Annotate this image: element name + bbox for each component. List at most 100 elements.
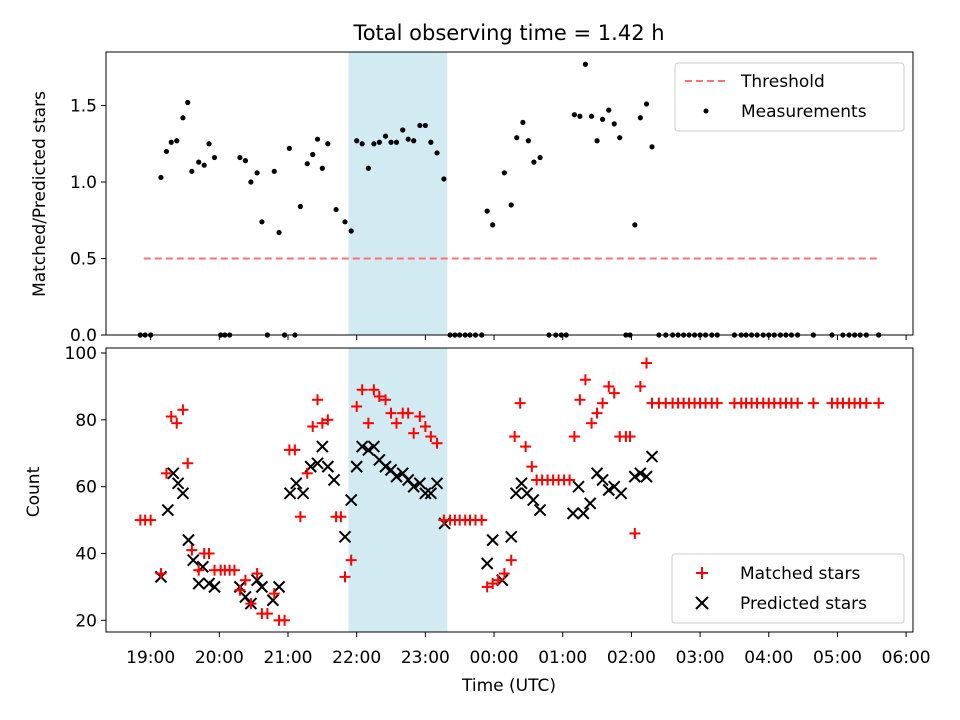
count-panel: 20 40 60 80 100 19:00 20:00 21:00 22:00 23:00 00:… [24,344,931,696]
matched-star-point [351,400,363,412]
matched-star-point [356,384,368,396]
matched-star-point [476,514,488,526]
predicted-star-point [526,493,540,507]
measurement-point [342,219,348,225]
measurement-point [325,141,331,147]
measurement-point [354,138,360,144]
matched-star-point [165,410,177,422]
predicted-star-point [321,460,335,473]
predicted-star-point [208,580,221,594]
matched-star-point [574,394,586,406]
legend-measurements-marker [703,108,709,114]
predicted-star-point [176,487,190,500]
measurement-point [588,113,595,119]
predicted-star-point [480,557,494,570]
measurement-point [514,135,520,141]
matched-star-point [520,441,532,453]
matched-star-point [591,407,603,419]
measurement-point [434,150,440,156]
measurement-point [382,133,389,139]
ratio-y-tick-label: 0.0 [70,326,97,346]
measurement-point [508,202,514,208]
predicted-star-point [171,477,185,490]
ratio-legend-box [674,62,905,132]
measurement-point [582,61,588,67]
matched-star-point [603,380,615,392]
measurement-point [304,161,310,167]
predicted-star-point [202,577,216,590]
chart-title: Total observing time = 1.42 h [352,21,664,45]
predicted-star-point [344,493,358,507]
measurement-point [441,176,447,182]
ratio-x-ticks [150,335,907,340]
measurement-point [649,144,655,150]
matched-star-point [145,514,157,526]
measurement-point [248,179,254,185]
measurement-point [393,139,400,145]
predicted-star-point [250,574,264,587]
time-x-axis-label: Time (UTC) [461,676,556,696]
time-x-tick-label: 00:00 [470,648,519,668]
predicted-star-point [327,473,341,487]
predicted-star-point [424,487,438,500]
matched-star-point [251,568,263,580]
predicted-star-point [266,594,280,607]
measurement-point [632,222,638,228]
predicted-star-point [355,440,369,453]
time-x-tick-label: 05:00 [813,648,862,668]
measurement-point [484,208,490,214]
measurement-point [617,135,623,141]
matched-star-point [339,571,351,583]
matched-star-point [186,544,198,556]
matched-star-point [634,380,646,392]
predicted-star-point [311,457,324,470]
predicted-star-point [187,553,200,567]
observing-span-bottom [348,348,448,632]
matched-star-point [505,554,517,566]
predicted-star-point [167,467,180,480]
matched-star-point [193,564,205,576]
predicted-star-point [505,530,518,543]
predicted-star-point [583,497,597,510]
measurement-point [411,138,417,144]
matched-star-point [307,421,319,433]
matched-stars-points [134,357,885,626]
measurement-point [525,138,531,144]
measurement-point [606,107,612,113]
predicted-star-point [509,487,523,500]
matched-star-point [597,397,609,409]
measurement-point [637,115,643,121]
matched-star-point [641,357,653,369]
matched-star-point [431,437,443,449]
measurement-point [163,148,170,155]
predicted-star-point [390,470,403,483]
predicted-star-point [338,530,352,543]
count-y-tick-label: 20 [75,611,97,631]
measurement-point [501,170,507,176]
measurement-point [490,222,496,228]
matched-star-point [568,431,580,443]
predicted-star-point [645,450,659,463]
time-x-tick-label: 22:00 [332,648,381,668]
ratio-panel: 0.0 0.5 1.0 1.5 Total observing time = 1.42… [30,21,914,346]
predicted-star-point [419,487,432,500]
legend-measurements-label: Measurements [741,102,867,122]
measurement-point [400,127,406,133]
ratio-y-tick-label: 0.5 [70,250,97,270]
matched-star-point [261,608,273,620]
matched-star-point [301,467,313,479]
matched-star-point [792,397,804,409]
measurement-point [185,99,191,106]
predicted-star-point [192,577,205,590]
matched-star-point [860,397,872,409]
predicted-star-point [430,477,444,490]
predicted-star-point [350,460,363,473]
measurement-point [254,170,260,176]
matched-star-point [419,421,431,433]
time-x-tick-label: 04:00 [744,648,793,668]
measurement-point [211,154,218,161]
predicted-star-point [407,480,420,493]
measurement-point [180,115,186,121]
matched-star-point [234,584,246,596]
predicted-star-point [515,477,528,490]
